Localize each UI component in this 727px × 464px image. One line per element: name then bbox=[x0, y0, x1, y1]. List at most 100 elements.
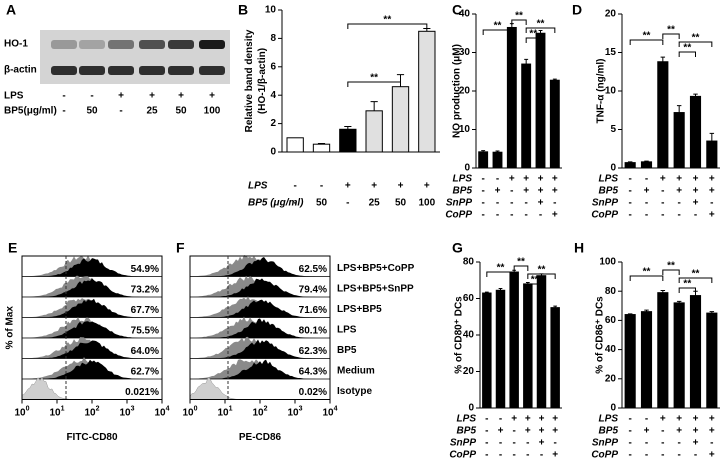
condition-sign: - bbox=[661, 450, 664, 461]
blot-band bbox=[139, 66, 165, 75]
panel-label: H bbox=[574, 240, 584, 256]
condition-sign: + bbox=[538, 198, 544, 209]
bar bbox=[535, 32, 546, 169]
condition-sign: + bbox=[693, 426, 699, 437]
significance-label: ** bbox=[538, 265, 546, 276]
condition-sign: - bbox=[628, 198, 631, 209]
condition-sign: + bbox=[709, 210, 715, 221]
histogram-black bbox=[22, 278, 162, 297]
condition-sign: + bbox=[539, 414, 545, 425]
condition-sign: - bbox=[628, 438, 631, 449]
condition-name: BP5 bbox=[599, 426, 619, 437]
condition-sign: + bbox=[511, 414, 517, 425]
condition-sign: - bbox=[481, 186, 484, 197]
condition-sign: + bbox=[424, 181, 430, 192]
condition-sign: - bbox=[485, 450, 488, 461]
x-tick-label: 101 bbox=[49, 405, 64, 418]
bar bbox=[391, 86, 410, 153]
significance-label: ** bbox=[370, 73, 378, 84]
condition-name: LPS bbox=[599, 174, 619, 185]
bar bbox=[492, 151, 503, 169]
percent-label: 64.3% bbox=[299, 367, 327, 378]
y-axis-label: NO production (μM) bbox=[452, 44, 463, 138]
tick-exponent: 2 bbox=[264, 405, 268, 412]
band-label: HO-1 bbox=[4, 39, 28, 50]
tick-base: 10 bbox=[287, 407, 299, 418]
condition-sign: + bbox=[371, 181, 377, 192]
significance-label: ** bbox=[692, 269, 700, 280]
y-tick-label: 100 bbox=[599, 257, 616, 268]
histogram-black bbox=[190, 359, 330, 379]
x-tick-label: 100 bbox=[182, 405, 197, 418]
condition-sign: + bbox=[693, 174, 699, 185]
panel-label: D bbox=[572, 2, 582, 18]
condition-sign: + bbox=[149, 91, 155, 102]
percent-label: 80.1% bbox=[299, 326, 327, 337]
y-tick-label: 80 bbox=[463, 257, 475, 268]
condition-sign: - bbox=[499, 414, 502, 425]
condition-sign: + bbox=[523, 174, 529, 185]
condition-sign: + bbox=[538, 174, 544, 185]
condition-sign: + bbox=[552, 414, 558, 425]
x-tick-label: 104 bbox=[322, 405, 337, 418]
condition-sign: + bbox=[525, 426, 531, 437]
y-tick-label: 40 bbox=[463, 330, 475, 341]
condition-sign: + bbox=[709, 186, 715, 197]
condition-sign: - bbox=[645, 414, 648, 425]
significance-bracket bbox=[513, 265, 529, 271]
bar bbox=[640, 161, 653, 169]
band-label: β-actin bbox=[4, 65, 37, 76]
significance-bracket bbox=[527, 273, 556, 279]
condition-sign: - bbox=[346, 198, 349, 209]
panel-label: C bbox=[452, 2, 462, 18]
percent-label: 67.7% bbox=[131, 305, 159, 316]
condition-name: BP5 bbox=[457, 426, 477, 437]
condition-sign: - bbox=[481, 198, 484, 209]
condition-sign: - bbox=[293, 181, 296, 192]
significance-bracket bbox=[662, 269, 680, 275]
condition-name: BP5 bbox=[453, 186, 473, 197]
bar bbox=[509, 271, 519, 409]
condition-sign: + bbox=[709, 414, 715, 425]
tick-exponent: 1 bbox=[229, 405, 233, 412]
condition-sign: - bbox=[710, 198, 713, 209]
condition-sign: + bbox=[709, 426, 715, 437]
y-tick-label: 10 bbox=[605, 86, 617, 97]
bar bbox=[536, 275, 547, 409]
condition-sign: + bbox=[552, 426, 558, 437]
x-axis-label: PE-CD86 bbox=[239, 432, 282, 443]
significance-label: ** bbox=[515, 11, 523, 22]
condition-sign: - bbox=[512, 450, 515, 461]
bar bbox=[521, 63, 532, 169]
condition-name: CoPP bbox=[591, 450, 618, 461]
significance-label: ** bbox=[531, 275, 539, 286]
significance-label: ** bbox=[667, 261, 675, 272]
y-tick-label: 40 bbox=[605, 344, 617, 355]
condition-sign: - bbox=[510, 210, 513, 221]
bar bbox=[478, 151, 489, 169]
condition-sign: + bbox=[552, 174, 558, 185]
x-tick-label: 103 bbox=[287, 405, 302, 418]
histogram-black bbox=[190, 278, 330, 297]
y-tick-label: 4 bbox=[270, 90, 276, 101]
significance-bracket bbox=[678, 41, 713, 47]
y-tick-label: 0 bbox=[610, 163, 616, 174]
tick-base: 10 bbox=[322, 407, 334, 418]
significance-bracket bbox=[629, 39, 664, 45]
tick-exponent: 3 bbox=[131, 405, 135, 412]
blot-band bbox=[51, 40, 77, 49]
condition-sign: - bbox=[62, 106, 65, 117]
x-tick-label: 104 bbox=[154, 405, 169, 418]
condition-sign: - bbox=[661, 438, 664, 449]
condition-name: SnPP bbox=[592, 198, 618, 209]
condition-name: LPS bbox=[599, 414, 619, 425]
panel-label: E bbox=[8, 240, 17, 256]
condition-sign: - bbox=[481, 174, 484, 185]
condition-name: SnPP bbox=[592, 438, 618, 449]
condition-sign: + bbox=[538, 186, 544, 197]
condition-sign: - bbox=[481, 210, 484, 221]
panel-label: F bbox=[176, 240, 185, 256]
condition-sign: - bbox=[485, 438, 488, 449]
y-tick-label: 5 bbox=[610, 124, 616, 135]
blot-band bbox=[79, 40, 105, 49]
